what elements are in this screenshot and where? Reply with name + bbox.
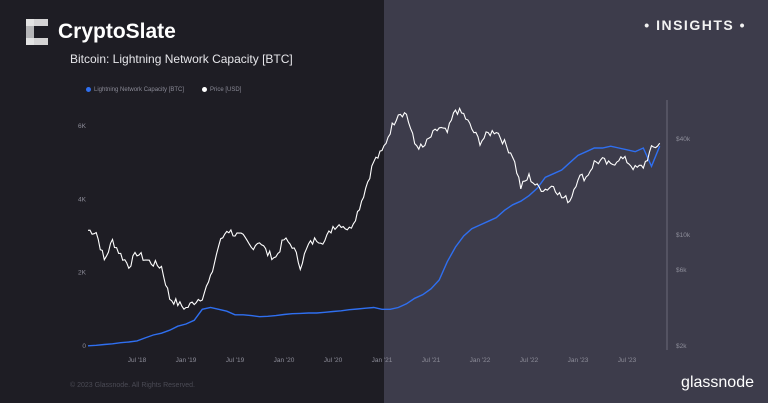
x-tick-label: Jan '21	[372, 357, 393, 364]
y-left-tick-label: 4K	[78, 196, 87, 203]
brand-name: CryptoSlate	[58, 20, 176, 43]
x-tick-label: Jan '22	[470, 357, 491, 364]
y-right-tick-label: $40k	[676, 136, 691, 143]
x-tick-label: Jan '23	[568, 357, 589, 364]
chart-legend: Lightning Network Capacity [BTC] Price […	[86, 87, 241, 93]
legend-label: Price [USD]	[210, 87, 242, 94]
legend-dot-icon	[86, 87, 91, 92]
cryptoslate-logo: CryptoSlate	[26, 19, 176, 45]
y-left-tick-label: 0	[82, 343, 86, 350]
y-left-tick-label: 2K	[78, 270, 87, 277]
legend-dot-icon	[202, 87, 208, 92]
y-right-tick-label: $2k	[676, 343, 687, 350]
background-left	[0, 0, 384, 403]
legend-item-capacity[interactable]: Lightning Network Capacity [BTC]	[86, 87, 184, 93]
x-tick-label: Jul '20	[324, 357, 343, 364]
capacity-series-line	[87, 145, 661, 347]
y-left-tick-label: 6K	[78, 123, 87, 130]
x-tick-label: Jul '19	[226, 357, 245, 364]
x-tick-label: Jul '21	[422, 357, 441, 364]
y-right-tick-label: $10k	[676, 232, 691, 239]
copyright-text: © 2023 Glassnode. All Rights Reserved.	[70, 382, 196, 389]
cryptoslate-logo-icon	[26, 19, 48, 45]
price-series-line	[87, 106, 661, 311]
glassnode-logo: glassnode	[681, 374, 754, 391]
x-tick-label: Jul '22	[520, 357, 539, 364]
x-tick-label: Jan '20	[274, 357, 295, 364]
x-tick-label: Jan '19	[176, 357, 197, 364]
background-right	[384, 0, 768, 403]
insights-label: • INSIGHTS •	[644, 17, 746, 33]
legend-label: Lightning Network Capacity [BTC]	[94, 87, 185, 94]
legend-item-price[interactable]: Price [USD]	[202, 87, 241, 93]
x-tick-label: Jul '18	[128, 357, 147, 364]
y-right-tick-label: $6k	[676, 267, 687, 274]
chart-title: Bitcoin: Lightning Network Capacity [BTC…	[70, 52, 293, 66]
x-tick-label: Jul '23	[618, 357, 637, 364]
